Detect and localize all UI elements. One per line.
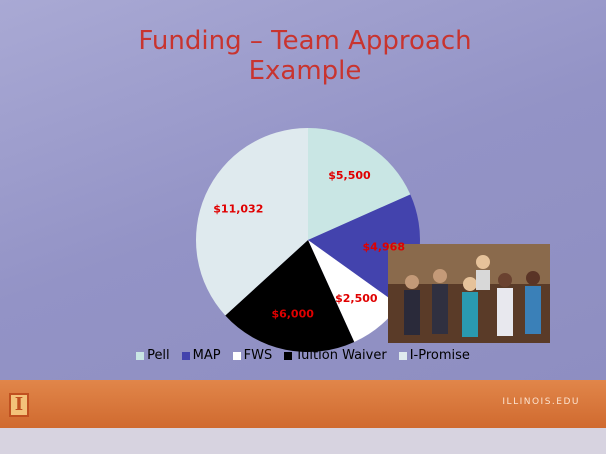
legend-label: Tuition Waiver	[295, 348, 387, 363]
legend-item: Tuition Waiver	[284, 348, 387, 363]
data-label: $4,968	[363, 241, 405, 254]
pie-slice	[225, 240, 355, 352]
bottom-band	[0, 428, 606, 454]
pie-slice	[195, 128, 308, 316]
legend-item: Pell	[136, 348, 170, 363]
footer: I ILLINOIS.EDU	[0, 380, 606, 428]
pie-slice	[308, 240, 400, 343]
legend-swatch	[398, 351, 407, 360]
data-label: $11,032	[213, 202, 263, 215]
legend-item: FWS	[232, 348, 273, 363]
legend-label: I-Promise	[409, 348, 470, 363]
data-label: $2,500	[335, 292, 378, 305]
pie-slice	[308, 128, 411, 240]
legend-item: I-Promise	[398, 348, 470, 363]
footer-url: ILLINOIS.EDU	[502, 397, 580, 407]
data-label: $5,500	[328, 169, 371, 182]
legend-swatch	[284, 351, 293, 360]
chart-title: Funding – Team Approach Example	[138, 26, 472, 86]
logo: I	[9, 393, 29, 417]
legend-swatch	[136, 351, 145, 360]
legend-item: MAP	[181, 348, 221, 363]
legend-swatch	[232, 351, 241, 360]
photo	[388, 244, 550, 343]
legend-label: Pell	[147, 348, 170, 363]
data-label: $6,000	[271, 308, 314, 321]
legend-label: FWS	[243, 348, 273, 363]
legend-swatch	[181, 351, 190, 360]
legend: Pell MAP FWS Tuition Waiver I-Promise	[0, 348, 606, 363]
legend-label: MAP	[192, 348, 221, 363]
